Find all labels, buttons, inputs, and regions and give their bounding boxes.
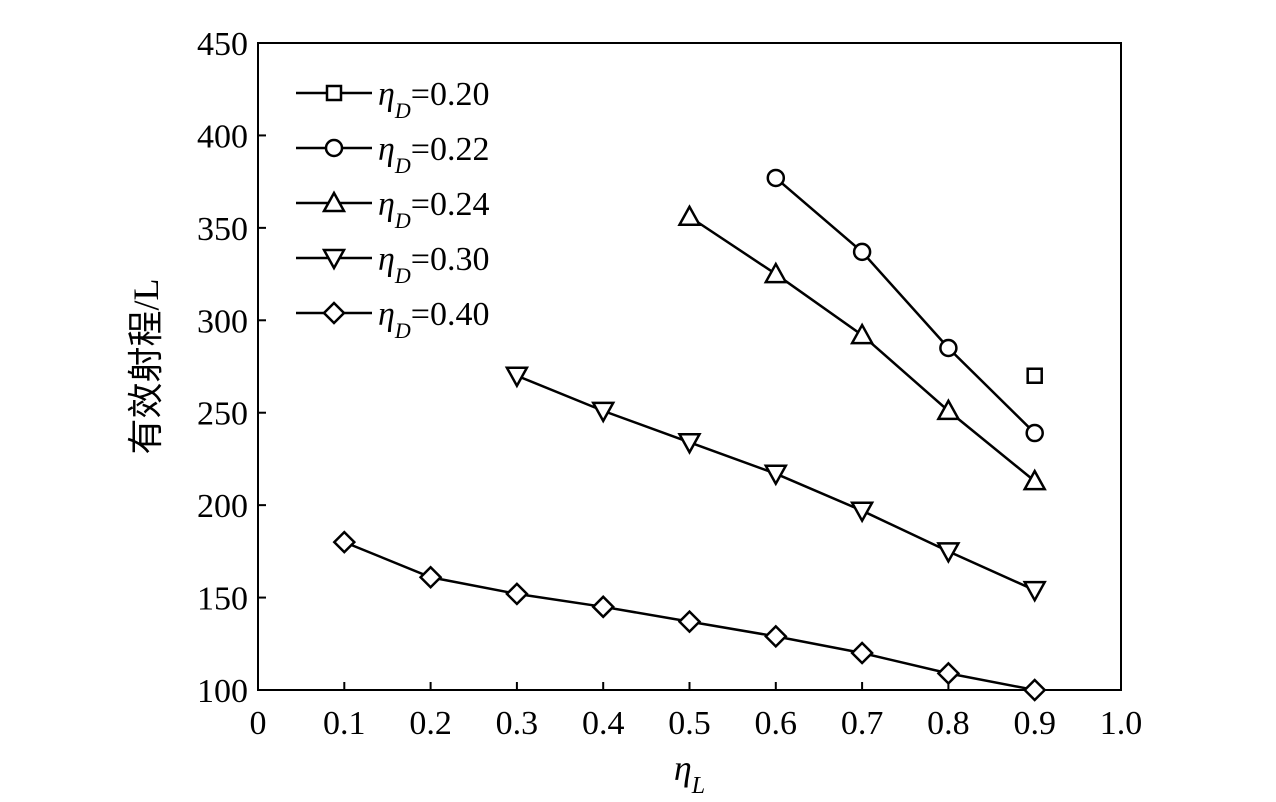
legend-marker: [322, 301, 346, 325]
x-tick-label: 1.0: [1100, 705, 1143, 742]
series-triangle-up: [677, 204, 1047, 491]
legend-marker: [324, 138, 344, 158]
data-point: [591, 595, 615, 619]
data-point: [332, 530, 357, 554]
legend-marker: [321, 248, 347, 271]
data-point: [418, 565, 443, 590]
data-point: [766, 168, 786, 188]
data-point: [764, 624, 788, 649]
legend-label-sub: D: [394, 153, 411, 178]
data-point: [1022, 580, 1047, 603]
legend-marker: [321, 190, 347, 213]
data-point: [763, 261, 788, 284]
y-tick-label: 400: [197, 118, 248, 155]
x-tick-label: 0: [250, 705, 267, 742]
data-point: [852, 242, 872, 262]
data-point: [591, 401, 616, 424]
data-point: [505, 582, 529, 606]
legend-label-symbol: η: [378, 186, 395, 223]
data-point: [677, 609, 702, 634]
data-point: [1022, 468, 1047, 491]
legend-label: ηD=0.24: [378, 186, 489, 233]
legend-item: ηD=0.22: [296, 131, 489, 178]
x-tick-label: 0.5: [668, 705, 711, 742]
y-tick-label: 200: [197, 488, 248, 525]
legend-marker: [325, 84, 343, 102]
data-point: [850, 641, 874, 665]
y-tick-label: 150: [197, 581, 248, 618]
data-point: [849, 501, 875, 524]
axis-ticks: 0 0.1 0.2 0.3 0.4 0.5 0.6 0.7 0.8 0.9 1.0 100 150 200…: [197, 26, 1142, 742]
legend-label: ηD=0.30: [378, 241, 489, 288]
x-tick-label: 0.4: [582, 705, 625, 742]
legend-label-value: =0.30: [411, 241, 490, 278]
data-point: [939, 338, 958, 358]
legend-label-value: =0.22: [411, 131, 490, 168]
legend-label: ηD=0.22: [378, 131, 489, 178]
legend-item: ηD=0.40: [296, 296, 489, 343]
data-point: [677, 204, 702, 227]
legend-item: ηD=0.24: [296, 186, 489, 233]
legend-label-symbol: η: [378, 296, 395, 333]
data-point: [1022, 678, 1047, 702]
y-axis-label: 有效射程/L: [126, 279, 166, 455]
data-point: [1025, 423, 1044, 443]
x-tick-label: 0.6: [755, 705, 798, 742]
data-point: [504, 366, 530, 389]
series-triangle-down: [504, 366, 1047, 603]
legend-item: ηD=0.30: [296, 241, 489, 288]
y-tick-label: 450: [197, 26, 248, 63]
legend-label-symbol: η: [378, 76, 395, 113]
y-tick-label: 300: [197, 303, 248, 340]
legend-label-value: =0.20: [411, 76, 490, 113]
data-point: [936, 398, 961, 421]
x-axis-label-main: η: [674, 748, 692, 788]
data-point: [1026, 367, 1043, 384]
x-tick-label: 0.8: [927, 705, 970, 742]
data-point: [936, 542, 961, 564]
x-tick-label: 0.9: [1013, 705, 1056, 742]
legend-label-value: =0.40: [411, 296, 490, 333]
legend-label-symbol: η: [378, 131, 395, 168]
legend-item: ηD=0.20: [296, 76, 489, 123]
y-tick-label: 350: [197, 211, 248, 248]
legend-label-value: =0.24: [411, 186, 490, 223]
legend-label-sub: D: [394, 318, 411, 343]
data-point: [849, 322, 875, 345]
y-tick-label: 100: [197, 673, 248, 710]
x-tick-label: 0.3: [496, 705, 539, 742]
legend-label: ηD=0.40: [378, 296, 489, 343]
x-tick-label: 0.1: [323, 705, 366, 742]
legend-label: ηD=0.20: [378, 76, 489, 123]
series-circle: [766, 168, 1044, 443]
legend-label-sub: D: [394, 98, 411, 123]
x-tick-label: 0.7: [841, 705, 884, 742]
data-point: [763, 464, 788, 487]
series-diamond: [332, 530, 1047, 702]
data-point: [677, 433, 702, 455]
data-point: [936, 661, 961, 686]
series-line: [774, 176, 1036, 434]
y-tick-label: 250: [197, 396, 248, 433]
series-square: [1026, 367, 1043, 384]
legend-label-sub: D: [394, 263, 411, 288]
x-axis-label-sub: L: [691, 773, 705, 799]
x-tick-label: 0.2: [409, 705, 452, 742]
legend-label-sub: D: [394, 208, 411, 233]
legend-label-symbol: η: [378, 241, 395, 278]
series-layer: [332, 168, 1047, 702]
x-axis-label: ηL: [674, 748, 705, 799]
